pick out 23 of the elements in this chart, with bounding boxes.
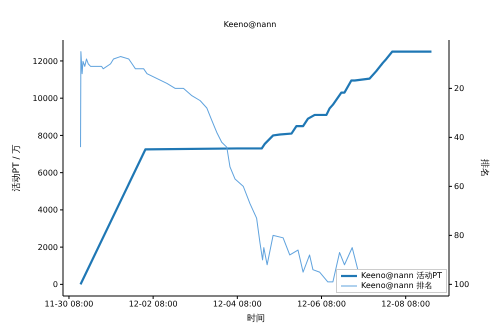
- y-tick-label: 2000: [38, 242, 58, 252]
- y-tick-label: 10000: [32, 94, 58, 104]
- y2-tick-label: 20: [454, 84, 464, 94]
- legend-label: Keeno@nann 活动PT: [360, 271, 442, 281]
- y-tick-label: 8000: [38, 131, 58, 140]
- x-tick-label: 12-04 08:00: [212, 300, 262, 309]
- x-tick-label: 12-02 08:00: [128, 300, 178, 309]
- y-tick-label: 12000: [32, 56, 58, 66]
- y2-tick-label: 80: [454, 231, 464, 240]
- x-tick-label: 11-30 08:00: [44, 300, 94, 309]
- legend-label: Keeno@nann 排名: [360, 281, 432, 291]
- y-tick-label: 0: [52, 280, 58, 290]
- x-axis-title: 时间: [247, 313, 265, 324]
- chart-title: Keeno@nann: [222, 20, 278, 29]
- y-tick-label: 4000: [38, 206, 58, 215]
- x-tick-label: 12-06 08:00: [297, 300, 346, 309]
- y2-tick-label: 60: [454, 182, 464, 192]
- y2-tick-label: 40: [454, 133, 464, 142]
- y-tick-label: 6000: [38, 168, 58, 178]
- x-tick-label: 12-08 08:00: [381, 300, 430, 309]
- y2-axis-title: 排名: [478, 159, 490, 177]
- y2-tick-label: 100: [454, 280, 470, 290]
- y-axis-title: 活动PT / 万: [11, 144, 22, 192]
